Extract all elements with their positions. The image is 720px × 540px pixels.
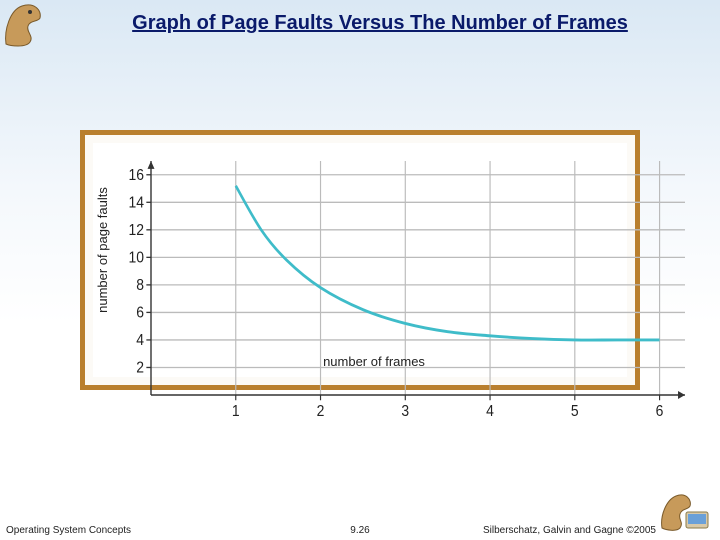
slide-footer: Operating System Concepts 9.26 Silbersch… <box>0 518 720 536</box>
svg-text:5: 5 <box>571 403 579 420</box>
slide-title: Graph of Page Faults Versus The Number o… <box>60 12 700 35</box>
svg-text:4: 4 <box>486 403 494 420</box>
chart-frame: 123456 246810121416 number of page fault… <box>80 130 640 390</box>
x-axis-label-text: number of frames <box>323 354 425 369</box>
svg-text:16: 16 <box>129 167 144 184</box>
svg-text:number of page faults: number of page faults <box>97 187 110 313</box>
footer-left-text: Operating System Concepts <box>6 525 131 536</box>
svg-text:3: 3 <box>401 403 409 420</box>
footer-page-number: 9.26 <box>350 525 369 536</box>
svg-text:14: 14 <box>129 195 144 212</box>
svg-text:4: 4 <box>136 332 144 349</box>
footer-copyright: Silberschatz, Galvin and Gagne ©2005 <box>483 525 656 536</box>
dinosaur-logo-top-left <box>0 0 48 48</box>
svg-text:2: 2 <box>317 403 325 420</box>
y-axis-label: number of page faults <box>97 161 117 339</box>
svg-text:8: 8 <box>136 277 144 294</box>
svg-text:2: 2 <box>136 360 144 377</box>
svg-text:1: 1 <box>232 403 240 420</box>
svg-text:10: 10 <box>129 250 144 267</box>
x-axis-label: number of frames <box>151 354 597 369</box>
svg-text:6: 6 <box>656 403 664 420</box>
chart-background: 123456 246810121416 number of page fault… <box>93 143 627 377</box>
svg-text:12: 12 <box>129 222 144 239</box>
svg-text:6: 6 <box>136 305 144 322</box>
